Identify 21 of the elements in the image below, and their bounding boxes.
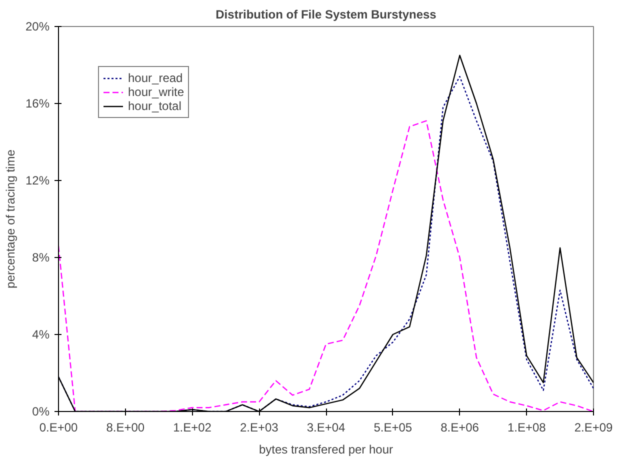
legend-label: hour_read [128,71,183,85]
x-axis-title: bytes transfered per hour [258,442,394,456]
y-tick-label: 20% [25,20,50,34]
x-tick-label: 2.E+09 [574,420,614,434]
x-tick-label: 3.E+04 [306,420,346,434]
x-tick-label: 8.E+06 [440,420,480,434]
legend-label: hour_write [128,85,184,99]
y-tick-label: 16% [25,96,50,110]
chart-title: Distribution of File System Burstyness [216,8,437,22]
x-tick-label: 0.E+00 [39,420,78,434]
y-tick-label: 12% [25,174,50,188]
x-tick-label: 5.E+05 [374,420,412,434]
y-tick-label: 8% [32,250,50,264]
x-tick-label: 1.E+08 [507,420,546,434]
y-tick-label: 0% [32,404,50,418]
x-tick-label: 8.E+00 [106,420,145,434]
x-tick-label: 1.E+02 [173,420,212,434]
x-tick-label: 2.E+03 [240,420,279,434]
y-axis-title: percentage of tracing time [3,149,18,288]
y-tick-label: 4% [32,328,50,342]
legend-label: hour_total [128,99,182,113]
